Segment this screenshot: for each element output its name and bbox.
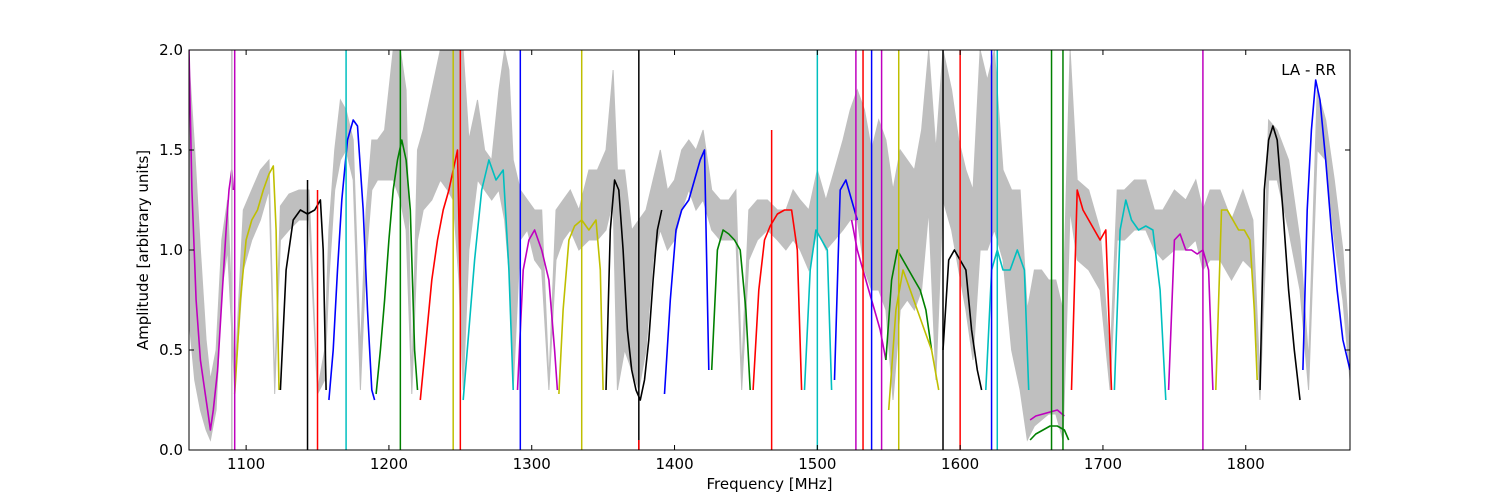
series-line-5 bbox=[375, 139, 419, 395]
y-tick-label: 0.0 bbox=[159, 441, 183, 459]
y-tick-label: 0.5 bbox=[159, 341, 183, 359]
series-line-24 bbox=[1113, 199, 1167, 401]
y-ticks: 0.0 0.5 1.0 1.5 2.0 bbox=[159, 41, 1350, 459]
x-tick-label: 1100 bbox=[227, 455, 265, 473]
x-tick-label: 1600 bbox=[941, 455, 979, 473]
series-line-16 bbox=[850, 219, 887, 361]
series-line-26 bbox=[1215, 209, 1258, 391]
y-tick-label: 1.0 bbox=[159, 241, 183, 259]
x-tick-label: 1400 bbox=[655, 455, 693, 473]
series-line-13 bbox=[752, 209, 803, 391]
y-axis-label: Amplitude [arbitrary units] bbox=[134, 150, 152, 350]
series-line-27 bbox=[1259, 125, 1301, 401]
series-line-25 bbox=[1167, 233, 1214, 391]
series-line-18 bbox=[887, 269, 940, 411]
series-line-2 bbox=[233, 165, 280, 395]
series-line-14 bbox=[803, 229, 833, 391]
y-tick-label: 1.5 bbox=[159, 141, 183, 159]
series-line-22 bbox=[1029, 425, 1070, 441]
series-line-15 bbox=[833, 179, 859, 381]
x-tick-label: 1500 bbox=[798, 455, 836, 473]
spike-layer bbox=[231, 50, 1204, 450]
series-line-4 bbox=[328, 119, 376, 401]
series-line-21 bbox=[1029, 409, 1065, 421]
x-axis-label: Frequency [MHz] bbox=[706, 475, 832, 493]
series-line-20 bbox=[985, 249, 1030, 391]
chart-annotation: LA - RR bbox=[1281, 61, 1336, 79]
series-line-7 bbox=[462, 159, 514, 401]
series-line-23 bbox=[1070, 189, 1113, 391]
series-line-8 bbox=[516, 229, 559, 391]
series-line-11 bbox=[663, 149, 710, 395]
x-tick-label: 1800 bbox=[1227, 455, 1265, 473]
series-line-17 bbox=[885, 249, 933, 361]
x-tick-label: 1300 bbox=[513, 455, 551, 473]
envelope-layer bbox=[189, 50, 1350, 442]
series-line-28 bbox=[1302, 79, 1350, 371]
x-tick-label: 1700 bbox=[1084, 455, 1122, 473]
series-line-10 bbox=[605, 179, 663, 401]
series-layer bbox=[189, 50, 1350, 441]
series-line-1 bbox=[189, 50, 235, 431]
series-line-6 bbox=[419, 149, 462, 401]
series-line-12 bbox=[710, 229, 751, 391]
envelope-band bbox=[189, 50, 1350, 442]
x-tick-label: 1200 bbox=[370, 455, 408, 473]
series-line-19 bbox=[942, 249, 983, 391]
x-ticks: 1100 1200 1300 1400 1500 1600 1700 1800 bbox=[227, 50, 1265, 473]
y-tick-label: 2.0 bbox=[159, 41, 183, 59]
